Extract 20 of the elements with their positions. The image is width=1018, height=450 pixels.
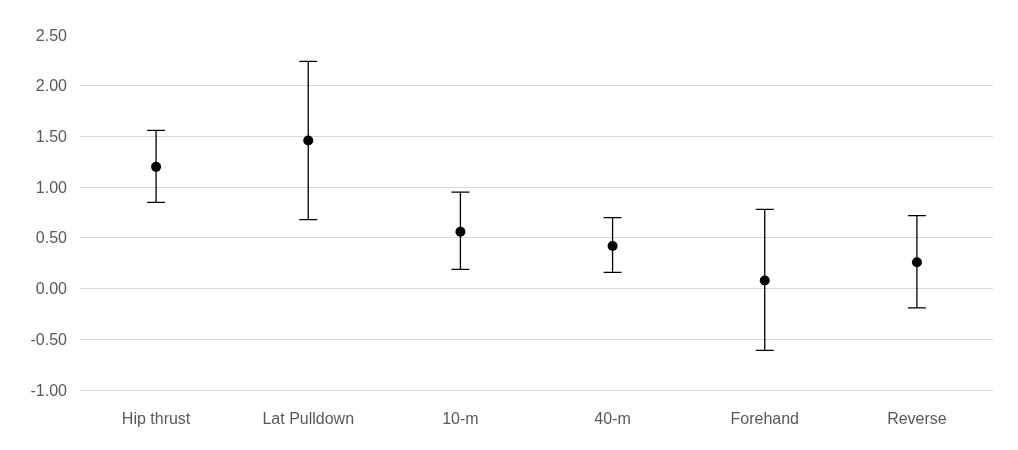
x-tick-label: 10-m bbox=[442, 410, 479, 428]
point bbox=[911, 257, 922, 268]
point bbox=[455, 226, 466, 237]
y-tick-label: 1.50 bbox=[35, 128, 68, 146]
x-tick-label: 40-m bbox=[594, 410, 631, 428]
y-tick-label: -1.00 bbox=[30, 381, 68, 399]
x-tick-label: Forehand bbox=[730, 410, 799, 428]
y-tick-label: 2.00 bbox=[35, 77, 68, 95]
y-tick-label: 2.50 bbox=[35, 26, 68, 44]
x-tick-label: Lat Pulldown bbox=[262, 410, 355, 428]
y-tick-label: 0.00 bbox=[35, 280, 68, 298]
y-tick-label: -0.50 bbox=[30, 330, 68, 348]
point bbox=[607, 240, 618, 251]
x-tick-label: Hip thrust bbox=[121, 410, 191, 428]
point bbox=[151, 161, 162, 172]
x-tick-label: Reverse bbox=[887, 410, 947, 428]
y-tick-label: 0.50 bbox=[35, 229, 68, 247]
point bbox=[759, 275, 770, 286]
point bbox=[303, 135, 314, 146]
y-tick-label: 1.00 bbox=[35, 178, 68, 196]
